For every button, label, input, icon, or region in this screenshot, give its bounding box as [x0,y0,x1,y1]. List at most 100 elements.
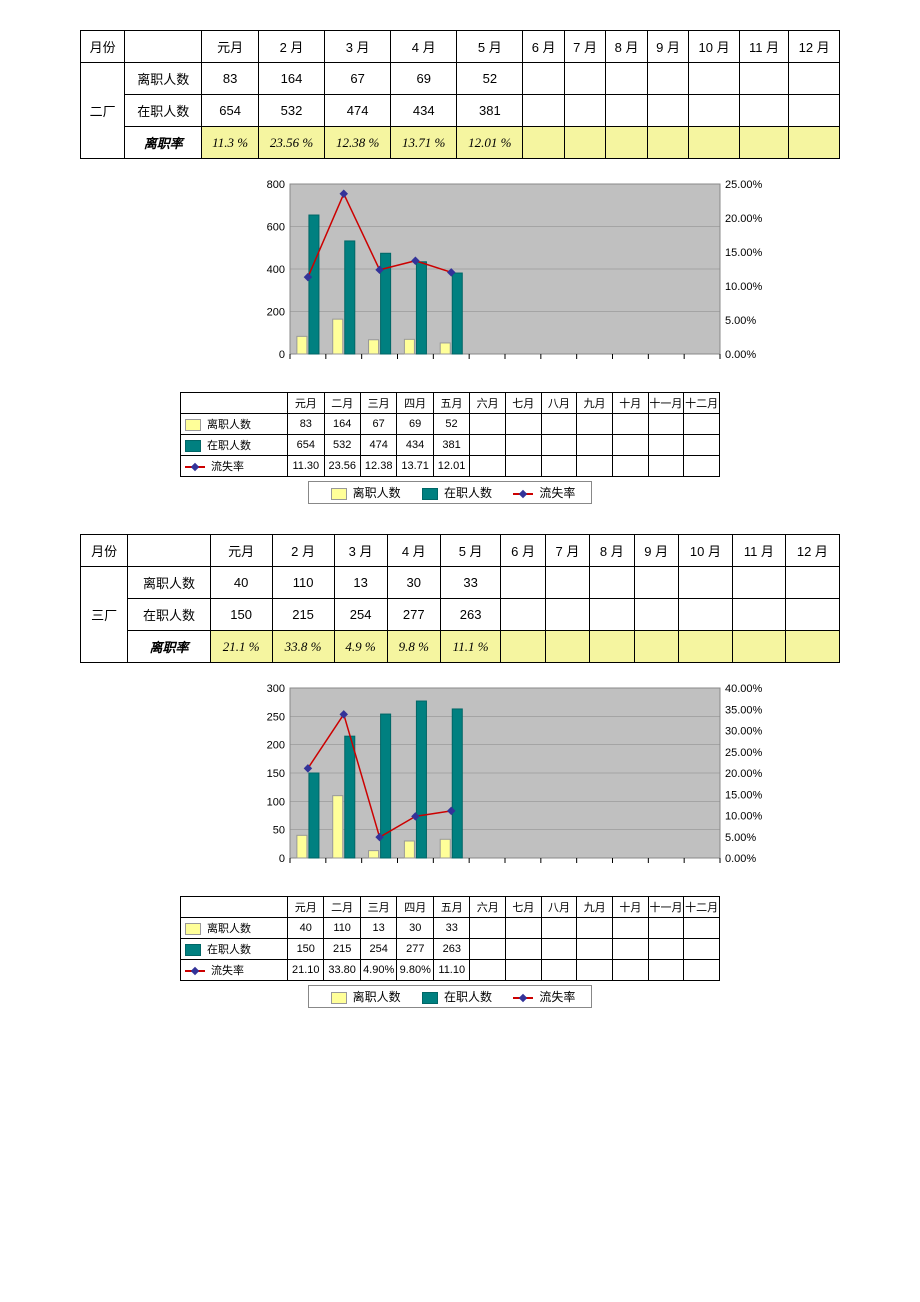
bar-onjob [309,773,319,858]
svg-text:0.00%: 0.00% [725,349,756,361]
data-cell: 52 [457,63,523,95]
factory2-chart-block: 02004006008000.00%5.00%10.00%15.00%20.00… [180,179,840,504]
bar-onjob [309,215,319,354]
svg-text:600: 600 [267,222,285,234]
table-row-leave: 三厂 离职人数 40110133033 [81,567,840,599]
svg-text:200: 200 [267,740,285,752]
data-cell [678,599,732,631]
data-cell [678,567,732,599]
svg-text:300: 300 [267,683,285,695]
data-cell [590,599,634,631]
data-cell: 11.1 % [440,631,501,663]
data-cell [545,599,589,631]
data-cell [634,567,678,599]
svg-text:10.00%: 10.00% [725,281,763,293]
data-cell: 474 [325,95,391,127]
bar-onjob [416,262,426,354]
svg-text:150: 150 [267,768,285,780]
header-cell: 9 月 [647,31,688,63]
data-cell [789,63,840,95]
data-cell: 67 [325,63,391,95]
data-cell: 11.3 % [202,127,259,159]
data-cell [647,63,688,95]
data-cell [689,63,740,95]
data-cell: 434 [391,95,457,127]
data-cell: 23.56 % [258,127,324,159]
data-cell: 263 [440,599,501,631]
svg-text:0.00%: 0.00% [725,853,756,865]
data-cell [634,599,678,631]
svg-text:15.00%: 15.00% [725,789,763,801]
header-cell: 11 月 [732,535,785,567]
table-row-rate: 离职率 21.1 %33.8 %4.9 %9.8 %11.1 % [81,631,840,663]
svg-text:200: 200 [267,307,285,319]
header-cell: 8 月 [606,31,647,63]
table-row-rate: 离职率 11.3 %23.56 %12.38 %13.71 %12.01 % [81,127,840,159]
svg-text:15.00%: 15.00% [725,247,763,259]
data-cell: 30 [387,567,440,599]
bar-onjob [345,736,355,858]
data-cell: 277 [387,599,440,631]
data-cell: 33.8 % [272,631,334,663]
leave-label: 离职人数 [128,567,210,599]
bar-leave [404,339,414,354]
header-cell: 5 月 [457,31,523,63]
header-cell: 5 月 [440,535,501,567]
data-cell [634,631,678,663]
bar-leave [440,343,450,354]
svg-text:40.00%: 40.00% [725,683,763,695]
header-cell: 10 月 [689,31,740,63]
data-cell: 654 [202,95,259,127]
svg-text:400: 400 [267,264,285,276]
data-cell [678,631,732,663]
svg-text:50: 50 [273,825,285,837]
chart-svg: 02004006008000.00%5.00%10.00%15.00%20.00… [180,179,790,389]
data-cell [545,567,589,599]
data-cell [523,95,564,127]
data-cell [689,127,740,159]
table-header-row: 月份元月2 月3 月4 月5 月6 月7 月8 月9 月10 月11 月12 月 [81,535,840,567]
data-cell [501,631,545,663]
data-cell: 12.01 % [457,127,523,159]
header-cell: 4 月 [391,31,457,63]
header-cell [128,535,210,567]
bar-onjob [452,709,462,858]
data-cell [606,127,647,159]
svg-text:10.00%: 10.00% [725,811,763,823]
table-row-onjob: 在职人数 150215254277263 [81,599,840,631]
chart-svg: 0501001502002503000.00%5.00%10.00%15.00%… [180,683,790,893]
factory3-table: 月份元月2 月3 月4 月5 月6 月7 月8 月9 月10 月11 月12 月… [80,534,840,663]
chart-legend: 离职人数 在职人数 流失率 [180,985,720,1008]
svg-text:25.00%: 25.00% [725,179,763,191]
factory2-table: 月份元月2 月3 月4 月5 月6 月7 月8 月9 月10 月11 月12 月… [80,30,840,159]
data-cell [739,95,788,127]
header-cell: 11 月 [739,31,788,63]
leave-label: 离职人数 [125,63,202,95]
data-cell: 9.8 % [387,631,440,663]
header-cell: 9 月 [634,535,678,567]
header-cell: 8 月 [590,535,634,567]
data-cell: 69 [391,63,457,95]
factory3-chart-block: 0501001502002503000.00%5.00%10.00%15.00%… [180,683,840,1008]
data-cell: 83 [202,63,259,95]
header-cell: 元月 [210,535,272,567]
data-cell [523,63,564,95]
onjob-label: 在职人数 [125,95,202,127]
data-cell: 13 [334,567,387,599]
factory3-name: 三厂 [81,567,128,663]
bar-leave [369,851,379,858]
svg-text:0: 0 [279,349,285,361]
bar-onjob [416,701,426,858]
bar-onjob [345,241,355,354]
svg-text:5.00%: 5.00% [725,832,756,844]
bar-leave [404,841,414,858]
svg-text:5.00%: 5.00% [725,315,756,327]
table-header-row: 月份元月2 月3 月4 月5 月6 月7 月8 月9 月10 月11 月12 月 [81,31,840,63]
data-cell [564,63,605,95]
chart-legend: 离职人数 在职人数 流失率 [180,481,720,504]
data-cell [732,599,785,631]
data-cell [523,127,564,159]
data-cell [785,567,839,599]
data-cell: 110 [272,567,334,599]
header-cell: 2 月 [272,535,334,567]
